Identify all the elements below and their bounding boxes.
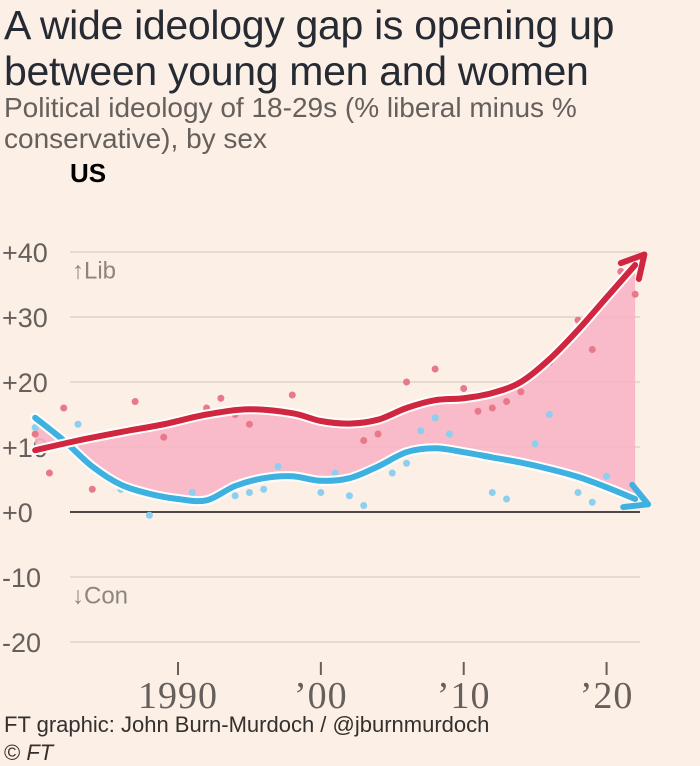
men-data-point: [260, 485, 268, 493]
copyright-symbol: ©: [4, 740, 21, 765]
women-data-point: [88, 485, 96, 493]
women-data-point: [131, 398, 139, 405]
y-tick-label: -20: [2, 628, 41, 658]
women-data-point: [360, 437, 368, 444]
women-data-point: [288, 391, 296, 399]
x-tick-label: ’20: [580, 675, 634, 717]
men-data-point: [74, 420, 82, 428]
women-data-point: [403, 378, 411, 386]
men-data-point: [331, 469, 339, 477]
copyright-line: © FT: [4, 740, 53, 766]
conservative-annotation: ↓Con: [72, 582, 128, 609]
men-data-point: [231, 492, 239, 500]
men-data-point: [588, 498, 596, 506]
women-data-point: [631, 290, 639, 298]
gap-fill-area: [35, 265, 636, 502]
y-tick-label: +40: [2, 238, 48, 268]
y-tick-label: +30: [2, 303, 48, 333]
women-data-point: [31, 430, 39, 438]
liberal-annotation: ↑Lib: [72, 257, 116, 284]
y-tick-label: +20: [2, 368, 48, 398]
source-credit: FT graphic: John Burn-Murdoch / @jburnmu…: [4, 712, 490, 737]
men-data-point: [317, 489, 325, 496]
men-data-point: [245, 489, 253, 496]
women-data-point: [431, 365, 439, 373]
women-data-point: [374, 430, 382, 438]
women-data-point: [60, 404, 68, 412]
men-trend-line: [32, 414, 639, 505]
men-data-point: [388, 469, 396, 477]
x-tick-label: 1990: [138, 675, 218, 717]
men-data-point: [403, 459, 411, 467]
women-data-point: [217, 394, 225, 402]
men-data-point: [145, 511, 153, 519]
men-data-point: [445, 430, 453, 438]
chart-title: A wide ideology gap is opening up betwee…: [4, 2, 615, 94]
men-arrowhead: [620, 481, 652, 511]
men-data-point: [274, 463, 282, 470]
men-data-point: [345, 492, 353, 500]
women-data-point: [474, 407, 482, 415]
men-data-point: [503, 495, 511, 503]
women-data-point: [460, 385, 468, 392]
men-data-point: [188, 489, 196, 496]
x-tick-label: ’10: [437, 675, 491, 717]
y-tick-label: +0: [2, 498, 33, 528]
women-data-point: [245, 420, 253, 428]
women-data-point: [588, 346, 596, 353]
men-data-point: [360, 502, 368, 509]
copyright-brand: FT: [26, 740, 54, 765]
men-data-point: [488, 489, 496, 496]
women-trend-line: [32, 262, 639, 454]
men-data-point: [545, 411, 553, 418]
men-data-point: [574, 489, 582, 496]
women-data-point: [517, 388, 525, 396]
panel-label: US: [70, 158, 107, 188]
x-tick-label: ’00: [294, 675, 348, 717]
women-arrowhead: [617, 251, 648, 282]
women-data-point: [160, 433, 168, 441]
men-data-point: [603, 472, 611, 480]
chart-subtitle: Political ideology of 18-29s (% liberal …: [4, 92, 577, 154]
men-data-point: [417, 427, 425, 435]
men-data-point: [31, 424, 39, 431]
women-data-point: [488, 404, 496, 412]
women-data-point: [503, 398, 511, 405]
men-data-point: [431, 414, 439, 422]
men-data-point: [531, 440, 539, 448]
women-data-point: [45, 469, 53, 477]
y-tick-label: -10: [2, 563, 41, 593]
